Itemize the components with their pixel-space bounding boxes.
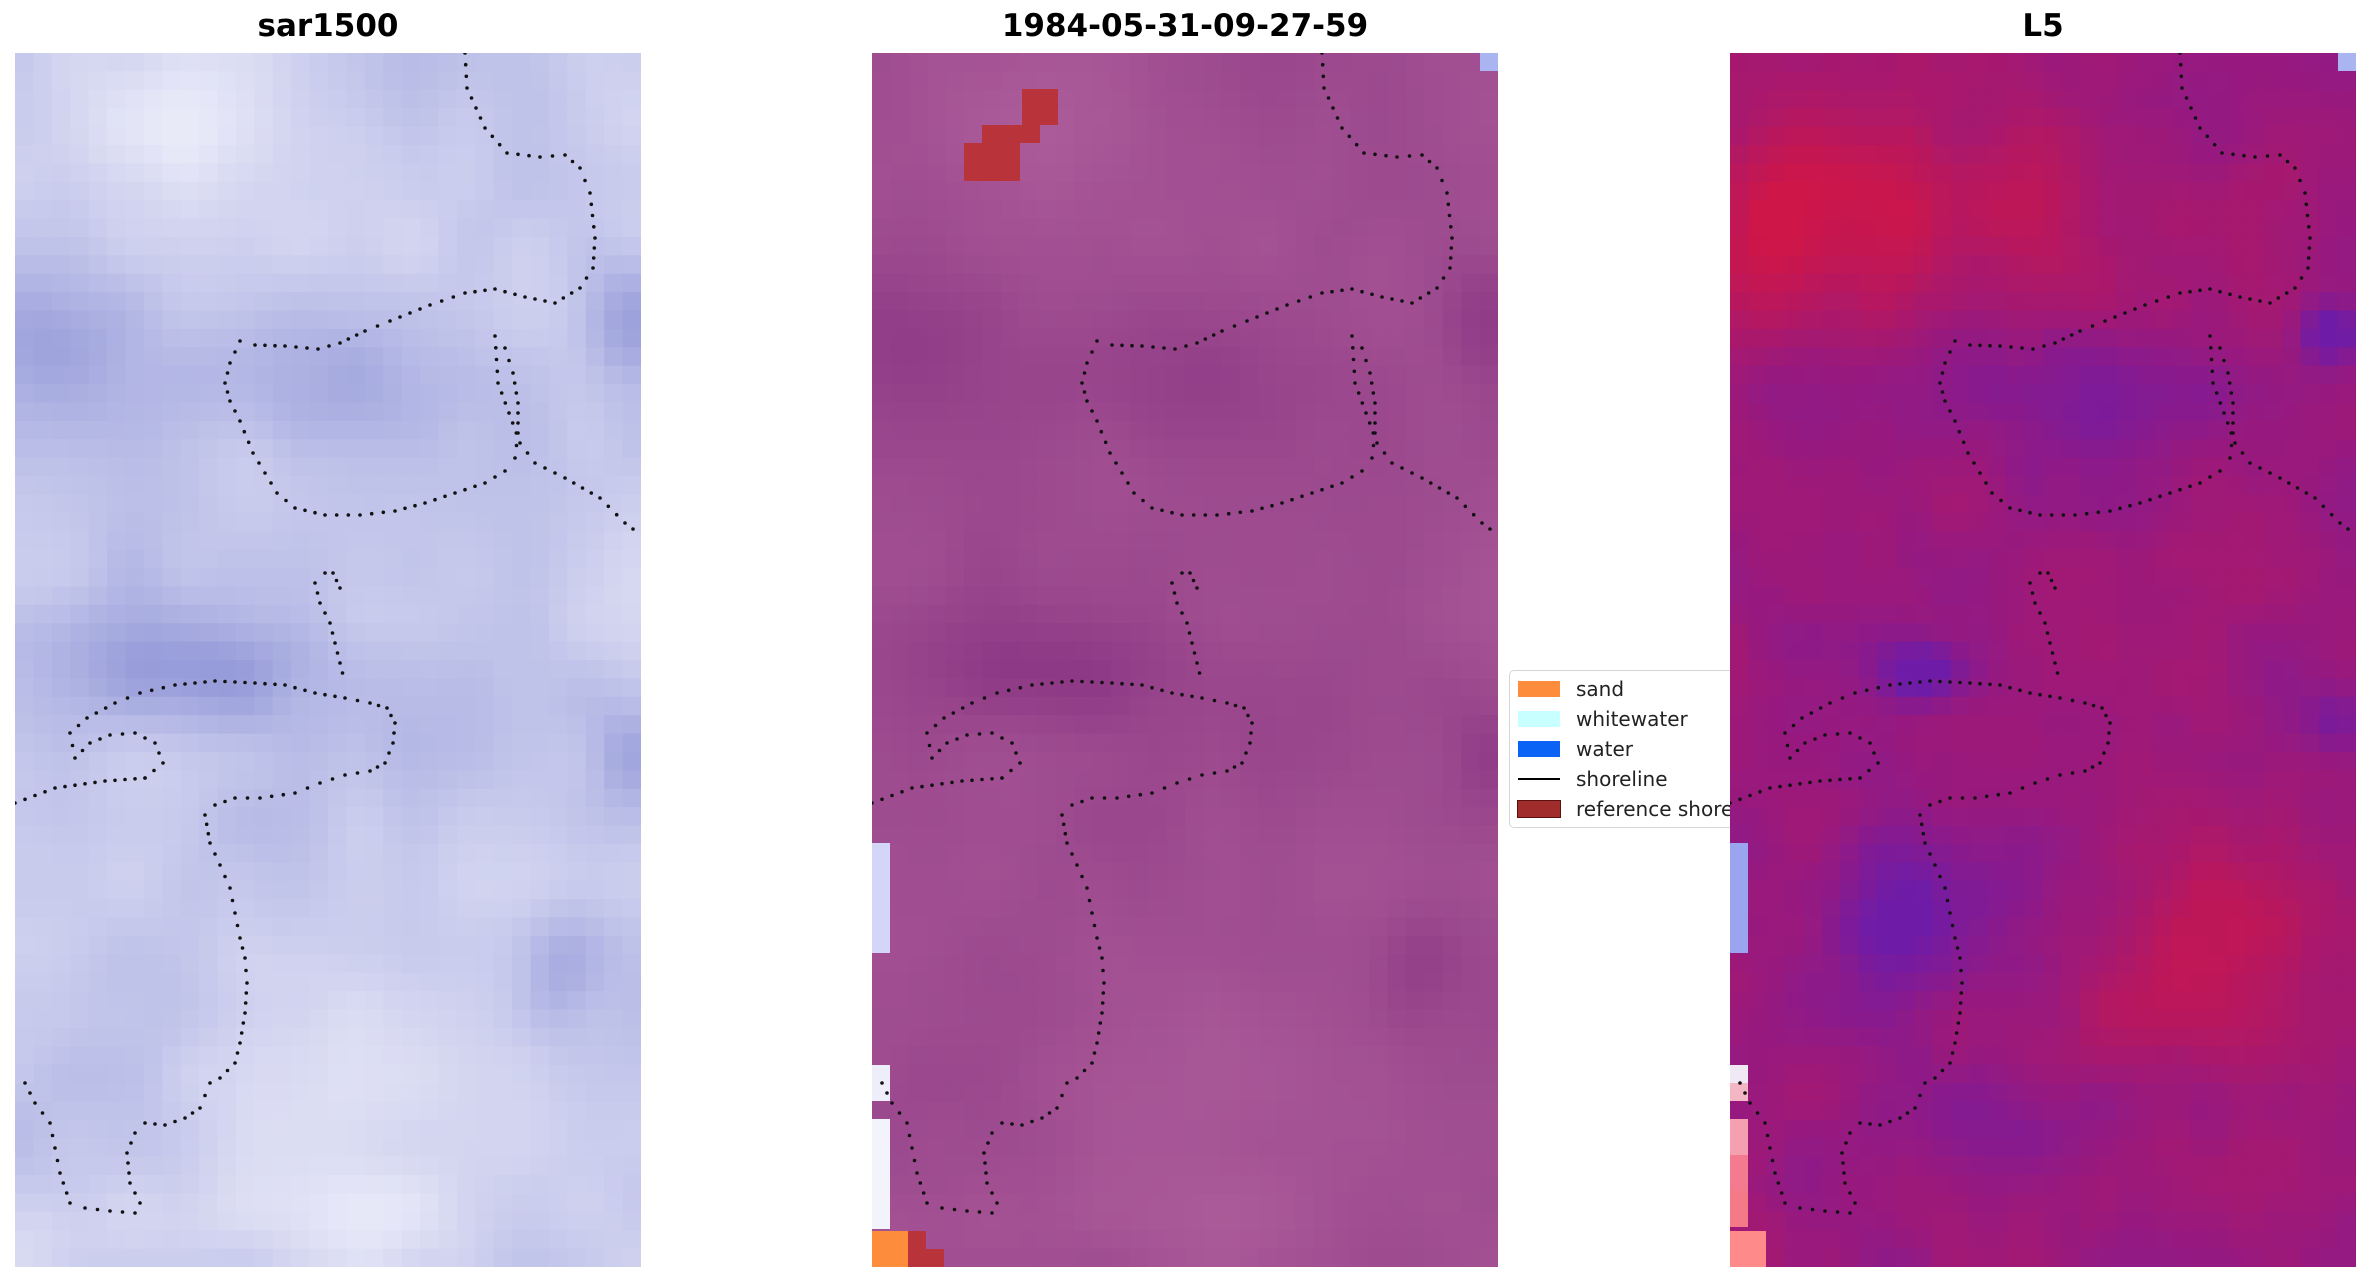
shoreline-south-tick: [1000, 776, 1004, 780]
pixels: [1730, 1231, 1766, 1267]
l5-image-panel: [1730, 53, 2356, 1267]
shoreline-north: [1938, 53, 2312, 517]
legend-label-reference-shoreline: reference shoreline: [1576, 797, 1740, 821]
water-pixels: [1730, 843, 1748, 953]
shoreline-south-tick: [1858, 776, 1862, 780]
legend: sand whitewater water shoreline referenc…: [1509, 670, 1741, 828]
legend-item-reference-shoreline: reference shoreline: [1517, 797, 1740, 821]
water-pixel: [1480, 53, 1498, 71]
pixels: [1730, 1155, 1748, 1191]
l5-image: [1730, 53, 2356, 1267]
legend-item-water: water: [1518, 737, 1633, 761]
whitewater-pixels: [1730, 1065, 1748, 1083]
legend-label-sand: sand: [1576, 677, 1625, 701]
shoreline-south-spur: [2028, 571, 2060, 675]
legend-item-sand: sand: [1518, 677, 1624, 701]
shoreline-north: [1080, 53, 1454, 517]
reference-shoreline-block: [982, 125, 1040, 143]
classified-image: [872, 53, 1498, 1267]
pixel: [1730, 1083, 1748, 1101]
shoreline-south-spur: [1170, 571, 1202, 675]
shoreline-south-spur: [313, 571, 345, 675]
reference-shoreline-block: [964, 143, 1020, 181]
legend-label-whitewater: whitewater: [1576, 707, 1688, 731]
shoreline-south-tick: [143, 776, 147, 780]
water-pixels: [872, 843, 890, 953]
legend-item-shoreline: shoreline: [1518, 767, 1668, 791]
water-swatch: [1518, 741, 1560, 757]
reference-shoreline-swatch: [1517, 800, 1561, 818]
reference-shoreline-block: [908, 1231, 926, 1249]
panel-title-l5: L5: [2022, 8, 2064, 44]
sand-pixels: [872, 1231, 908, 1267]
sand-swatch: [1518, 681, 1560, 697]
legend-item-whitewater: whitewater: [1518, 707, 1688, 731]
whitewater-swatch: [1518, 711, 1560, 727]
shoreline-north: [223, 53, 597, 517]
shoreline-north-branch: [1350, 334, 1492, 531]
panel-title-date: 1984-05-31-09-27-59: [1001, 8, 1369, 44]
legend-label-water: water: [1576, 737, 1633, 761]
reference-shoreline-block: [1022, 89, 1058, 125]
shoreline-north-branch: [493, 334, 635, 531]
classified-image-panel: [872, 53, 1498, 1267]
shoreline-south: [1730, 679, 2112, 1215]
legend-label-shoreline: shoreline: [1576, 767, 1668, 791]
shoreline-north-branch: [2208, 334, 2350, 531]
shoreline-south: [872, 679, 1254, 1215]
pixels: [1730, 1119, 1748, 1155]
sar-image: [15, 53, 641, 1267]
shoreline-line-swatch: [1518, 778, 1560, 780]
panel-title-sar: sar1500: [257, 8, 399, 44]
sar-image-panel: [15, 53, 641, 1267]
shoreline-south: [15, 679, 397, 1215]
whitewater-pixels: [872, 1119, 890, 1229]
water-pixel: [2338, 53, 2356, 71]
reference-shoreline-block: [908, 1249, 944, 1267]
pixels: [1730, 1191, 1748, 1227]
